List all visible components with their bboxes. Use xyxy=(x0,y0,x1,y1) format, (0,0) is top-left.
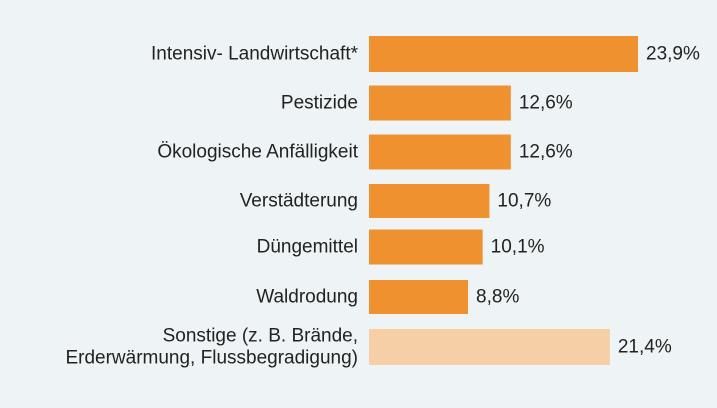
category-label-6-line-0: Sonstige (z. B. Brände, xyxy=(163,326,358,347)
bar-0 xyxy=(369,36,638,72)
bar-6 xyxy=(369,329,610,365)
value-label-5: 8,8% xyxy=(476,287,519,308)
category-label-0: Intensiv- Landwirtschaft* xyxy=(151,44,359,65)
value-label-0: 23,9% xyxy=(646,44,700,65)
value-label-1: 12,6% xyxy=(519,93,573,114)
category-label-2: Ökologische Anfälligkeit xyxy=(157,142,358,163)
value-label-3: 10,7% xyxy=(497,191,551,212)
category-label-4: Düngemittel xyxy=(257,237,358,258)
category-label-3: Verstädterung xyxy=(240,191,358,212)
value-label-6: 21,4% xyxy=(618,337,672,358)
value-label-2: 12,6% xyxy=(519,142,573,163)
bar-2 xyxy=(369,134,511,170)
value-label-4: 10,1% xyxy=(491,237,545,258)
bar-4 xyxy=(369,229,483,265)
category-label-5: Waldrodung xyxy=(256,287,358,308)
bar-1 xyxy=(369,85,511,121)
bar-3 xyxy=(369,184,490,218)
category-label-1: Pestizide xyxy=(281,93,358,114)
bar-5 xyxy=(369,280,469,314)
category-label-6-line-1: Erderwärmung, Flussbegradigung) xyxy=(65,348,358,369)
